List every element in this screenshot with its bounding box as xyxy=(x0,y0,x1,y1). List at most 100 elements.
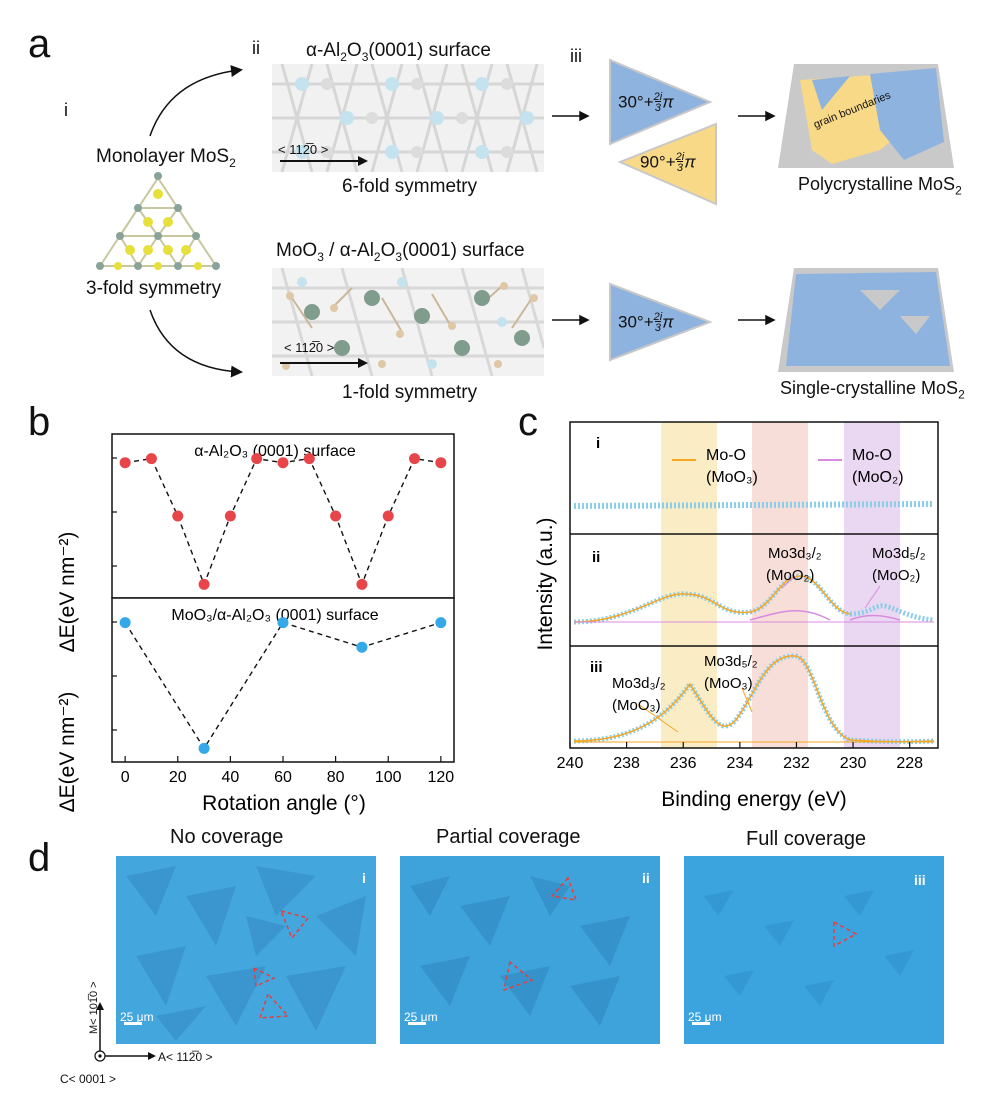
panel-b-bottom-title: MoO₃/α-Al₂O₃ (0001) surface xyxy=(171,607,378,624)
annotation-mo3d32-moo2-a: Mo3d₃/₂ xyxy=(768,545,822,562)
annotation-mo3d52-moo3-a: Mo3d₅/₂ xyxy=(704,653,758,670)
panel-c-xlabel: Binding energy (eV) xyxy=(661,788,847,811)
annotation-mo3d52-moo3-b: (MoO₃) xyxy=(704,675,753,692)
data-point xyxy=(172,510,184,522)
series-connector xyxy=(124,621,442,750)
single-blue-triangle xyxy=(609,282,713,362)
data-point xyxy=(119,457,131,469)
moo3-surface-illustration xyxy=(272,268,544,376)
blue-triangle-formula: 30°+2i 3π xyxy=(618,91,674,114)
axis-a-label: A< 11⁠2̅⁠0 > xyxy=(158,1050,213,1064)
data-point xyxy=(198,742,210,754)
moo2-band-2 xyxy=(844,422,900,748)
single-crystalline-label: Single-crystalline MoS2 xyxy=(780,378,965,402)
x-tick-label: 238 xyxy=(613,755,640,772)
panel-d-title-full-coverage: Full coverage xyxy=(746,828,867,850)
micrograph-full-coverage xyxy=(684,856,944,1044)
data-point xyxy=(382,510,394,522)
panel-d-title-no-coverage: No coverage xyxy=(170,826,284,848)
micrograph-no-coverage xyxy=(116,856,376,1044)
panel-d-label: d xyxy=(28,836,51,880)
top-direction-arrow xyxy=(280,156,368,166)
monolayer-mos2-label: Monolayer MoS2 xyxy=(96,146,236,170)
top-direction-label: < 11⁠2̅⁠0 > xyxy=(278,142,329,157)
axis-m-label: M< 10⁠1̅⁠0 > xyxy=(88,981,100,1034)
one-fold-label: 1-fold symmetry xyxy=(342,382,478,403)
curved-arrows xyxy=(149,65,243,378)
data-point xyxy=(409,453,421,465)
x-tick-label: 240 xyxy=(557,755,584,772)
scale-bar-label-2: 25 μm xyxy=(404,1010,438,1024)
three-fold-label: 3-fold symmetry xyxy=(86,278,222,299)
bottom-direction-arrow xyxy=(280,358,368,368)
x-tick-label: 228 xyxy=(896,755,923,772)
panel-c-row-ii: ii xyxy=(592,549,600,566)
x-tick-label: 236 xyxy=(670,755,697,772)
six-fold-label: 6-fold symmetry xyxy=(342,176,478,197)
panel-a-i-label: i xyxy=(64,100,68,120)
process-arrows xyxy=(552,58,954,372)
panel-a-ii-label: ii xyxy=(252,38,260,58)
panel-a-label: a xyxy=(28,22,51,66)
moo3-band xyxy=(661,422,717,748)
panel-b-label: b xyxy=(28,400,51,444)
top-surface-title: α-Al2O3(0001) surface xyxy=(306,40,491,64)
data-point xyxy=(303,453,315,465)
x-tick-label: 80 xyxy=(327,769,345,786)
data-point xyxy=(224,510,236,522)
panel-b-chart: α-Al₂O₃ (0001) surface MoO₃/α-Al₂O₃ (000… xyxy=(56,433,455,815)
panel-d-title-partial-coverage: Partial coverage xyxy=(436,826,581,848)
scale-bar-label-1: 25 μm xyxy=(120,1010,154,1024)
scale-bar-label-3: 25 μm xyxy=(688,1010,722,1024)
legend-moo2-line1: Mo-O xyxy=(852,447,892,464)
x-tick-label: 100 xyxy=(375,769,402,786)
legend-moo3-line2: (MoO₃) xyxy=(706,469,758,486)
data-point xyxy=(198,578,210,590)
yellow-domain-triangle xyxy=(617,122,717,206)
panel-c-row-i: i xyxy=(596,435,600,452)
panel-b-top-ylabel: ΔE(eV nm⁻²) xyxy=(56,532,79,653)
data-point xyxy=(435,457,447,469)
annotation-mo3d32-moo3-a: Mo3d₃/₂ xyxy=(612,675,666,692)
annotation-mo3d52-moo2-b: (MoO₂) xyxy=(872,567,920,584)
mos2-structure-illustration xyxy=(96,172,220,270)
bottom-surface-title: MoO3 / α-Al2O3(0001) surface xyxy=(276,240,525,264)
data-point xyxy=(251,453,263,465)
micrograph-iii-label: iii xyxy=(914,872,926,888)
annotation-mo3d32-moo2-b: (MoO₂) xyxy=(766,567,814,584)
micrograph-partial-coverage xyxy=(400,856,660,1044)
axis-c-label: C< 0001 > xyxy=(60,1072,117,1086)
x-tick-label: 120 xyxy=(427,769,454,786)
data-point xyxy=(356,578,368,590)
panel-a-iii-label: iii xyxy=(570,46,582,66)
panel-c-label: c xyxy=(518,400,538,444)
al2o3-surface-illustration xyxy=(272,64,544,172)
x-tick-label: 232 xyxy=(783,755,810,772)
x-tick-label: 60 xyxy=(274,769,292,786)
blue-domain-triangle xyxy=(609,58,713,146)
yellow-triangle-formula: 90°+2i 3π xyxy=(640,151,696,174)
x-tick-label: 234 xyxy=(726,755,753,772)
panel-c-row-iii: iii xyxy=(590,659,603,676)
legend-moo2-line2: (MoO₂) xyxy=(852,469,904,486)
data-point xyxy=(277,617,289,629)
single-triangle-formula: 30°+2i 3π xyxy=(618,311,674,334)
micrograph-ii-label: ii xyxy=(642,870,650,886)
panel-b-bottom-ylabel: ΔE(eV nm⁻²) xyxy=(56,692,79,813)
data-point xyxy=(119,617,131,629)
micrograph-i-label: i xyxy=(362,870,366,886)
data-point xyxy=(356,641,368,653)
panel-b-xlabel: Rotation angle (°) xyxy=(202,792,366,815)
data-point xyxy=(277,457,289,469)
x-tick-label: 20 xyxy=(169,769,187,786)
data-point xyxy=(330,510,342,522)
polycrystalline-label: Polycrystalline MoS2 xyxy=(798,174,962,198)
x-tick-label: 40 xyxy=(221,769,239,786)
legend-moo3-line1: Mo-O xyxy=(706,447,746,464)
data-point xyxy=(145,453,157,465)
bottom-direction-label: < 11⁠2̅⁠0 > xyxy=(284,340,335,355)
panel-c-ylabel: Intensity (a.u.) xyxy=(534,517,557,650)
panel-c-chart: Intensity (a.u.) Binding energy (eV) i i… xyxy=(534,421,939,811)
panel-b-top-title: α-Al₂O₃ (0001) surface xyxy=(194,443,356,460)
crystal-axes-glyph xyxy=(94,1002,156,1062)
